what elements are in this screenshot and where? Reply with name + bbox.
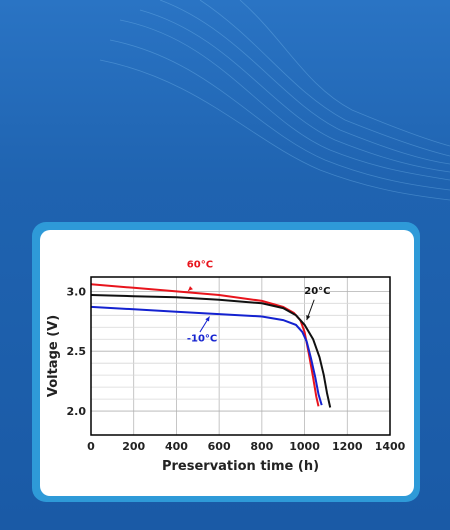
series-annotation: 20°C xyxy=(304,286,330,297)
x-tick-label: 800 xyxy=(250,440,273,453)
chart-annotations: 60°C 20°C -10°C xyxy=(187,259,331,344)
x-tick-label: 600 xyxy=(208,440,231,453)
x-tick-label: 200 xyxy=(122,440,145,453)
x-tick-label: 1200 xyxy=(332,440,363,453)
y-axis-label: Voltage (V) xyxy=(46,315,61,397)
series-annotation: 60°C xyxy=(187,259,213,270)
x-tick-label: 0 xyxy=(87,440,95,453)
discharge-curve-chart: 0 200 400 600 800 1000 1200 1400 2.0 2.5 3.0 60°C 2… xyxy=(46,259,406,474)
series-line xyxy=(90,294,332,408)
y-tick-label: 2.5 xyxy=(67,345,87,358)
x-tick-label: 1400 xyxy=(375,440,406,453)
chart-ticks: 0 200 400 600 800 1000 1200 1400 2.0 2.5 3.0 xyxy=(67,285,406,453)
x-tick-label: 400 xyxy=(165,440,188,453)
annotation-arrowhead xyxy=(205,316,210,322)
x-tick-label: 1000 xyxy=(289,440,320,453)
series-line xyxy=(90,305,323,406)
series-line xyxy=(90,283,320,407)
x-axis-label: Preservation time (h) xyxy=(162,459,319,474)
chart-series xyxy=(90,283,332,408)
series-annotation: -10°C xyxy=(187,334,217,345)
annotation-arrowhead xyxy=(306,315,311,321)
y-tick-label: 2.0 xyxy=(67,405,87,418)
plot-frame xyxy=(90,276,391,436)
annotation-arrowhead xyxy=(188,286,193,291)
chart-grid xyxy=(90,277,391,435)
y-tick-label: 3.0 xyxy=(67,285,87,298)
